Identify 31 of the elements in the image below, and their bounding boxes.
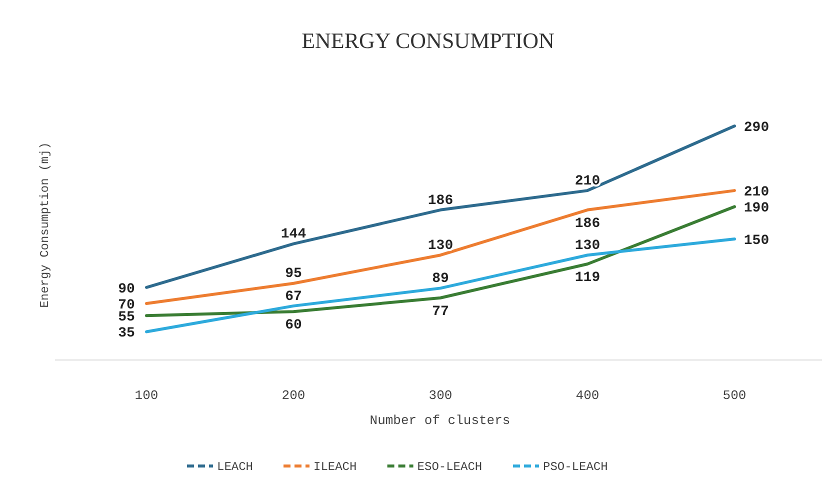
x-tick-label: 100 (134, 388, 158, 404)
chart-title: ENERGY CONSUMPTION (302, 28, 555, 53)
legend-label: ESO-LEACH (417, 460, 482, 474)
data-label: 186 (574, 216, 600, 232)
data-label: 290 (744, 120, 770, 136)
data-label: 186 (428, 192, 454, 209)
x-tick-label: 400 (576, 388, 600, 404)
data-label: 130 (428, 238, 454, 254)
x-tick-label: 300 (428, 388, 452, 404)
data-label: 60 (285, 317, 302, 334)
y-axis-title: Energy Consumption (mj) (38, 142, 52, 308)
data-label: 67 (285, 288, 302, 305)
data-label: 210 (744, 184, 770, 200)
legend-label: PSO-LEACH (543, 460, 608, 474)
x-axis-title: Number of clusters (370, 413, 510, 428)
data-label: 77 (432, 304, 449, 320)
legend-label: LEACH (217, 460, 254, 474)
data-label: 210 (574, 173, 600, 190)
data-label: 144 (280, 226, 306, 243)
data-label: 190 (744, 200, 770, 217)
x-tick-label: 200 (282, 388, 306, 404)
data-label: 55 (118, 310, 135, 326)
data-label: 150 (744, 232, 770, 249)
legend-label: ILEACH (314, 460, 357, 474)
data-label: 95 (285, 266, 302, 282)
data-label: 35 (118, 326, 135, 342)
x-tick-label: 500 (722, 388, 746, 404)
data-label: 90 (118, 281, 135, 298)
data-label: 130 (574, 238, 600, 254)
data-label: 89 (432, 271, 449, 288)
data-label: 119 (574, 270, 600, 286)
